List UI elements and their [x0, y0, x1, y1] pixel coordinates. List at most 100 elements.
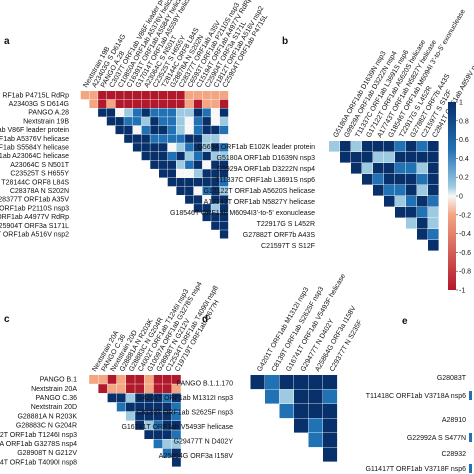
- heatmap-cell: [153, 393, 163, 403]
- heatmap-cell: [167, 151, 176, 161]
- heatmap-cell: [219, 212, 229, 222]
- heatmap-cell: [406, 196, 417, 207]
- colorbar-tick-label: -1: [459, 288, 465, 295]
- heatmap-cell: [211, 151, 220, 161]
- row-label-a: RF1ab P4715L RdRp: [2, 92, 69, 99]
- heatmap-cell: [202, 178, 211, 187]
- heatmap-cell: [162, 439, 172, 449]
- heatmap-cell: [323, 433, 338, 448]
- heatmap-cell: [469, 433, 472, 442]
- heatmap-cell: [373, 152, 384, 163]
- heatmap-cell: [144, 411, 154, 421]
- heatmap-cell: [141, 99, 150, 108]
- heatmap-cell: [141, 125, 150, 135]
- heatmap-cell: [202, 195, 211, 204]
- heatmap-cell: [153, 430, 163, 439]
- heatmap-cell: [150, 91, 159, 100]
- heatmap-cell: [176, 134, 185, 143]
- heatmap-cell: [294, 418, 309, 433]
- heatmap-cell: [417, 141, 428, 152]
- heatmap-cell: [124, 108, 133, 117]
- heatmap-cell: [167, 99, 176, 108]
- heatmap-cell: [144, 430, 154, 439]
- heatmap-cell: [219, 160, 229, 169]
- row-label-b: G9929A ORF1ab D3222N nsp4: [217, 166, 316, 173]
- heatmap-cell: [219, 108, 229, 117]
- heatmap-cell: [159, 125, 168, 135]
- heatmap-cell: [428, 196, 439, 207]
- heatmap-cell: [124, 134, 133, 143]
- heatmap-cell: [417, 218, 428, 229]
- heatmap-cell: [417, 163, 428, 174]
- heatmap-cell: [89, 91, 98, 100]
- heatmap-cell: [124, 117, 133, 126]
- panel-letter-d: d: [202, 314, 208, 325]
- row-label-a: C1812T ORF1ab A516V nsp2: [0, 231, 69, 238]
- colorbar-tick-label: 0.2: [459, 175, 469, 182]
- row-label-b: G27882T ORF7b A43S: [243, 232, 316, 239]
- row-label-b: C21597T S S12F: [261, 243, 315, 250]
- heatmap-cell: [144, 421, 154, 430]
- heatmap-cell: [406, 185, 417, 196]
- heatmap-cell: [116, 393, 126, 403]
- heatmap-cell: [126, 402, 135, 412]
- heatmap-cell: [193, 151, 203, 161]
- heatmap-cell: [279, 375, 294, 390]
- row-label-a: C3037T ORF1ab V86F leader protein: [0, 127, 69, 134]
- row-label-a: C23525T S H655Y: [10, 171, 69, 178]
- heatmap-cell: [172, 384, 181, 393]
- heatmap-cell: [144, 384, 154, 393]
- heatmap-cell: [428, 229, 439, 240]
- heatmap-cell: [384, 196, 395, 207]
- row-label-d: G16741T ORF1ab V5493F helicase: [121, 424, 233, 431]
- panel-letter-b: b: [282, 36, 288, 47]
- heatmap-cell: [428, 240, 439, 251]
- heatmap-cell: [135, 384, 144, 393]
- heatmap-cell: [202, 134, 211, 143]
- heatmap-cell: [202, 169, 211, 178]
- heatmap-cell: [132, 117, 142, 126]
- row-label-a: G17014T ORF1ab A23064C helicase: [0, 153, 69, 160]
- heatmap-cell: [89, 375, 98, 384]
- colorbar-tick-label: 0.4: [459, 156, 469, 163]
- heatmap-cell: [124, 125, 133, 135]
- heatmap-cell: [144, 375, 154, 384]
- colorbar-gradient: [448, 102, 456, 290]
- heatmap-cell: [172, 448, 181, 458]
- heatmap-cell: [406, 152, 417, 163]
- heatmap-cell: [417, 174, 428, 185]
- row-label-a: PANGO A.28: [28, 110, 69, 117]
- heatmap-cell: [202, 117, 211, 126]
- row-label-c: PANGO B.1: [40, 377, 77, 384]
- row-label-c: C12534T ORF1ab T4090I nsp8: [0, 459, 77, 466]
- heatmap-cell: [219, 221, 229, 230]
- heatmap-cell: [176, 108, 185, 117]
- heatmap-cell: [132, 108, 142, 117]
- row-label-d: C8139T ORF1ab S2625F nsp3: [136, 409, 233, 416]
- heatmap-cell: [172, 421, 181, 430]
- heatmap-cell: [351, 152, 362, 163]
- heatmap-cell: [185, 125, 194, 135]
- heatmap-cell: [153, 411, 163, 421]
- row-label-a: C10850A ORF1ab A5376V helicase: [0, 136, 69, 143]
- row-label-a: Nextstrain 19B: [23, 118, 69, 125]
- heatmap-cell: [384, 152, 395, 163]
- heatmap-cell: [323, 404, 338, 419]
- heatmap-cell: [176, 151, 185, 161]
- heatmap-cell: [176, 117, 185, 126]
- heatmap-cell: [193, 91, 203, 100]
- heatmap-cell: [211, 108, 220, 117]
- heatmap-cell: [211, 117, 220, 126]
- row-label-b: A17743T ORF1ab N5827Y helicase: [204, 199, 316, 206]
- heatmap-cell: [219, 230, 229, 239]
- heatmap-cell: [172, 430, 181, 439]
- heatmap-cell: [167, 134, 176, 143]
- heatmap-cell: [135, 393, 144, 403]
- heatmap-cell: [406, 141, 417, 152]
- heatmap-cell: [308, 404, 323, 419]
- heatmap-cell: [211, 195, 220, 204]
- heatmap-cell: [362, 174, 373, 185]
- heatmap-cell: [141, 108, 150, 117]
- heatmap-cell: [202, 99, 211, 108]
